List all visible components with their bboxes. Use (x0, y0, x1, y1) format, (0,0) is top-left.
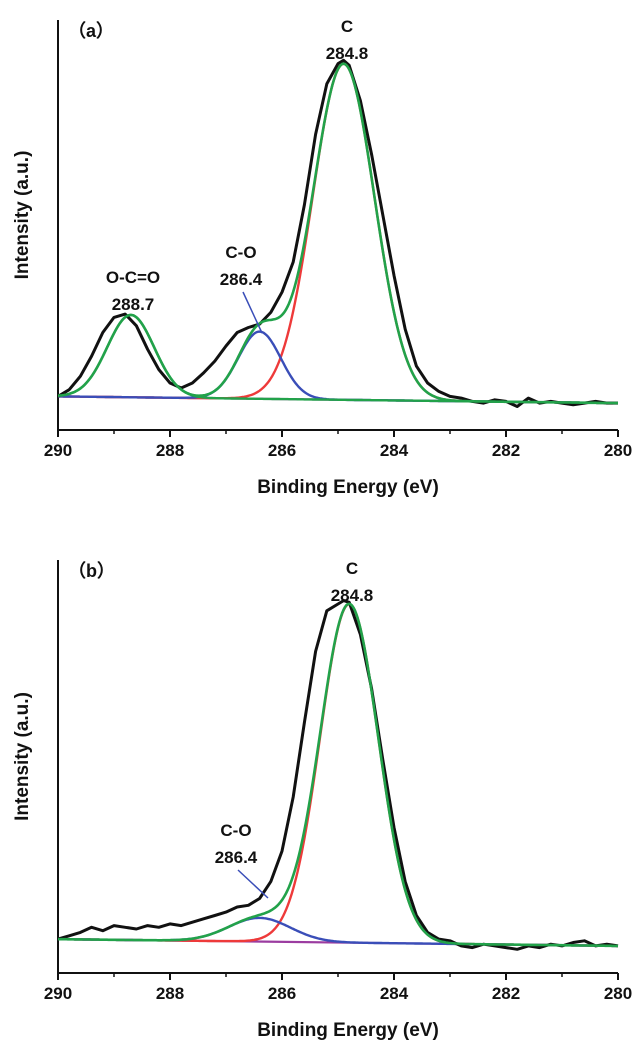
x-tick-label: 288 (156, 984, 184, 1003)
peak-c-line (58, 62, 618, 405)
peak-label-c-o: C-O (220, 821, 251, 840)
peak-c-o-line (58, 330, 618, 405)
peak-o-c-o-line (57, 313, 618, 405)
raw-spectrum-line (57, 599, 619, 951)
annotation-leader-c-o (242, 291, 263, 334)
peak-label-o-c-o: O-C=O (106, 268, 160, 287)
y-axis-title: Intensity (a.u.) (12, 692, 33, 821)
x-tick-label: 286 (268, 441, 296, 460)
peak-label-c: C (341, 17, 353, 36)
panel-label: （a） (68, 21, 114, 41)
fitted-envelope-line (57, 62, 618, 405)
x-axis-title: Binding Energy (eV) (257, 477, 439, 498)
y-axis-title: Intensity (a.u.) (12, 151, 33, 280)
peak-c-line (57, 602, 618, 948)
raw-spectrum-line (57, 58, 618, 408)
panel-a: 290 288 286 284 282 280 Binding Energy (eV) Int… (12, 17, 632, 498)
x-tick-label: 280 (604, 441, 632, 460)
x-tick-label: 282 (492, 441, 520, 460)
peak-c-o-line (57, 916, 618, 948)
x-tick-label: 286 (268, 984, 296, 1003)
fitted-envelope-line (57, 602, 618, 948)
peak-value-c: 284.8 (326, 44, 369, 63)
annotation-leader-c-o (237, 869, 269, 899)
x-tick-label: 282 (492, 984, 520, 1003)
x-tick-label: 280 (604, 984, 632, 1003)
x-tick-label: 290 (44, 984, 72, 1003)
x-axis-title: Binding Energy (eV) (257, 1020, 439, 1041)
peak-value-c: 284.8 (331, 586, 374, 605)
x-tick-label: 290 (44, 441, 72, 460)
peak-value-o-c-o: 288.7 (112, 295, 155, 314)
x-tick-label: 284 (380, 984, 409, 1003)
x-tick-label: 284 (380, 441, 409, 460)
panel-b: 290 288 286 284 282 280 Binding Energy (eV) Int… (12, 559, 632, 1041)
peak-label-c: C (346, 559, 358, 578)
peak-value-c-o: 286.4 (215, 848, 258, 867)
peak-label-c-o: C-O (225, 243, 256, 262)
peak-value-c-o: 286.4 (220, 270, 263, 289)
x-tick-label: 288 (156, 441, 184, 460)
panel-label: （b） (68, 561, 115, 581)
